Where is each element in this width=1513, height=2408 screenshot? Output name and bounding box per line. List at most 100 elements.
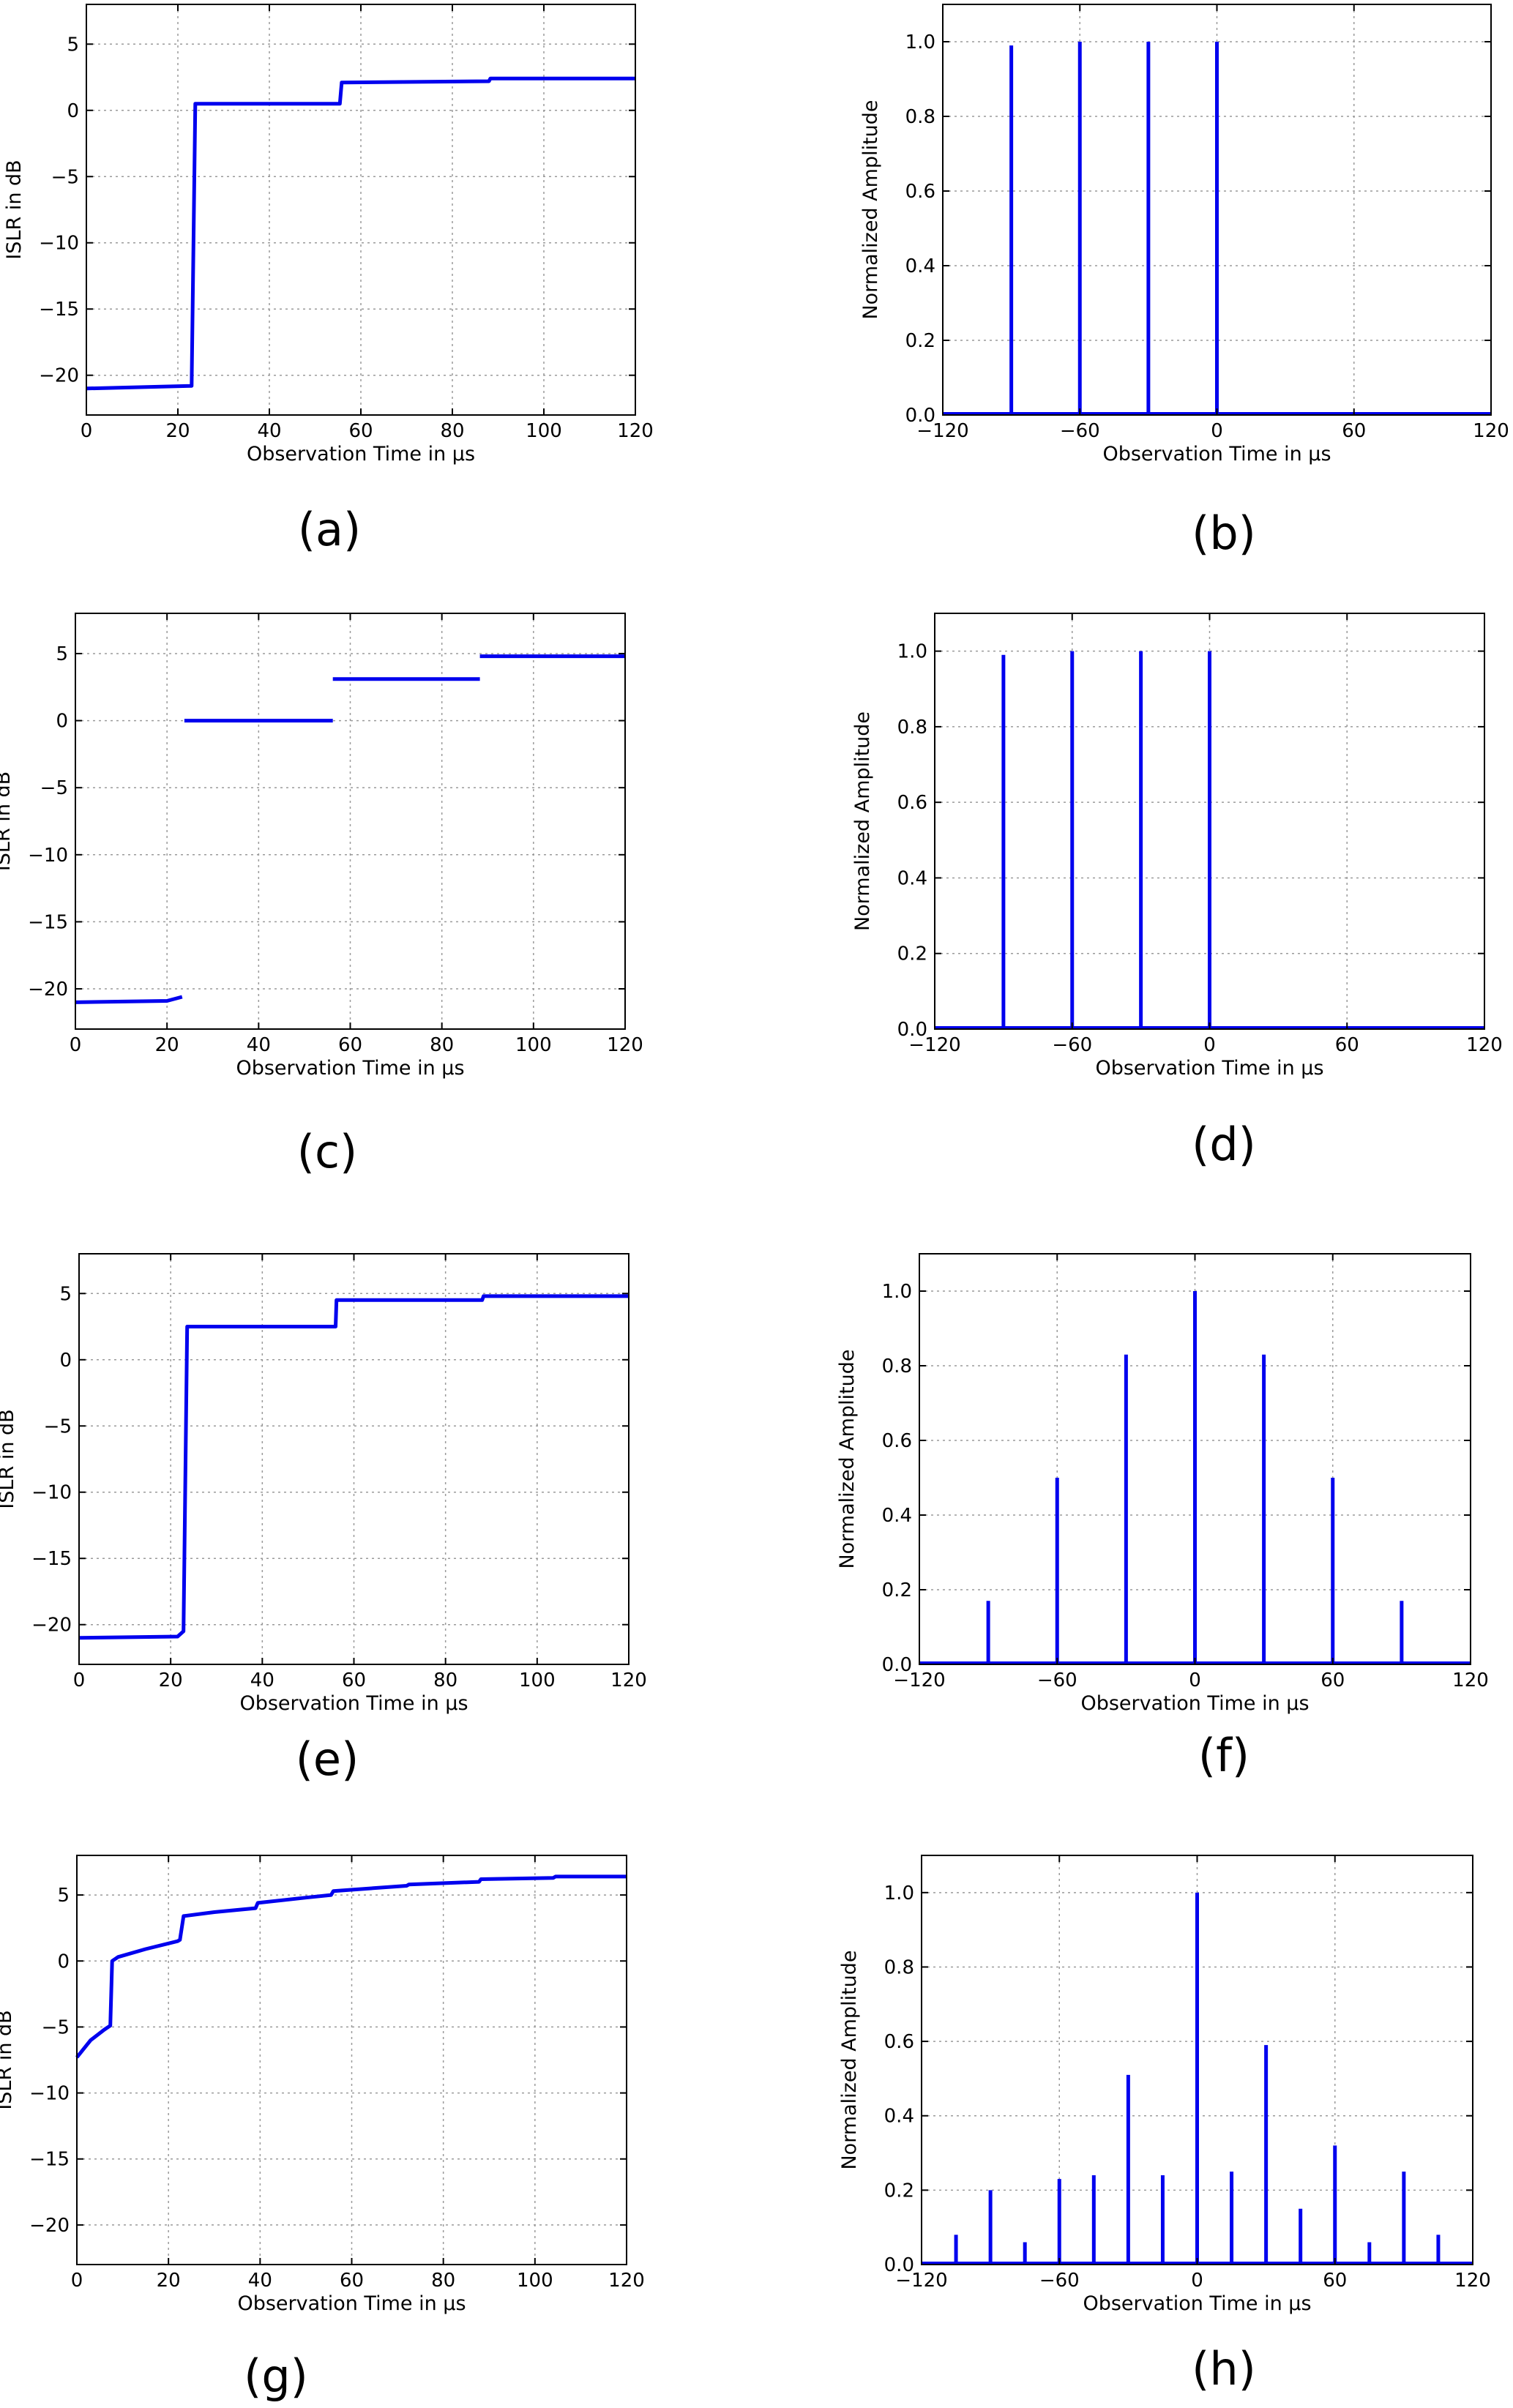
y-tick-label: −15 [31,1548,72,1570]
x-tick-label: 40 [250,1669,274,1691]
y-tick-label: 5 [67,34,79,56]
y-tick-label: 1.0 [884,1882,914,1904]
y-tick-label: 0.0 [897,1019,927,1041]
chart-panel-c: 0 20 40 60 80 100 120 −20 −15 −10 −5 0 5 Observation … [0,613,643,1178]
x-tick-label: 120 [1454,2270,1491,2292]
x-axis-label: Observation Time in μs [237,2292,466,2315]
x-tick-label: 120 [617,420,654,442]
x-axis-label: Observation Time in μs [247,443,475,465]
x-tick-label: 20 [155,1034,179,1056]
x-tick-label: 20 [159,1669,183,1691]
x-tick-label: 60 [1320,1669,1345,1691]
y-tick-label: 0.4 [897,867,927,889]
chart-panel-a: 0 20 40 60 80 100 120 −20 −15 −10 −5 0 5 Observation … [3,4,654,556]
x-tick-label: −60 [1039,2270,1080,2292]
x-tick-label: −120 [916,420,968,442]
x-tick-label: −60 [1060,420,1100,442]
x-tick-label: 120 [610,1669,647,1691]
y-tick-label: 0.4 [905,255,935,277]
y-tick-label: 5 [56,643,68,665]
y-tick-label: 1.0 [882,1281,912,1303]
x-tick-label: 80 [430,1034,454,1056]
x-tick-label: 40 [257,420,281,442]
x-axis-label: Observation Time in μs [1083,2292,1311,2315]
x-tick-label: 0 [70,1034,82,1056]
chart-panel-b: −120 −60 0 60 120 0.0 0.2 0.4 0.6 0.8 1.0 Observati… [859,4,1509,560]
panel-caption: (g) [244,2349,308,2403]
x-tick-label: 120 [607,1034,643,1056]
x-axis-label: Observation Time in μs [236,1057,464,1080]
x-tick-label: 0 [73,1669,86,1691]
panel-caption: (e) [296,1732,359,1786]
x-tick-label: 40 [247,1034,271,1056]
y-tick-label: −20 [31,1615,72,1637]
chart-panel-d: −120 −60 0 60 120 0.0 0.2 0.4 0.6 0.8 1.0 Observati… [851,613,1503,1171]
chart-panel-g: 0 20 40 60 80 100 120 −20 −15 −10 −5 0 5 Observation … [0,1855,645,2403]
x-tick-label: 60 [1323,2270,1347,2292]
y-tick-label: 1.0 [905,31,935,53]
y-tick-label: 0.6 [905,181,935,203]
x-tick-label: 60 [338,1034,362,1056]
y-tick-label: −10 [39,233,79,255]
x-tick-label: 60 [342,1669,366,1691]
y-axis-label: Normalized Amplitude [859,100,882,319]
x-tick-label: 0 [1203,1034,1216,1056]
x-tick-label: 100 [515,1034,552,1056]
y-tick-label: 0.0 [905,405,935,427]
y-tick-label: 5 [59,1283,72,1305]
x-axis-label: Observation Time in μs [1080,1692,1309,1715]
y-tick-label: −5 [51,166,79,188]
y-axis-label: Normalized Amplitude [836,1349,859,1568]
y-tick-label: 0.2 [882,1579,912,1601]
y-tick-label: −20 [39,365,79,387]
y-tick-label: −20 [28,979,68,1001]
x-axis-label: Observation Time in μs [1095,1057,1323,1080]
chart-panel-f: −120 −60 0 60 120 0.0 0.2 0.4 0.6 0.8 1.0 Observati… [836,1253,1489,1782]
x-tick-label: −120 [908,1034,960,1056]
y-tick-label: 0.4 [882,1505,912,1527]
x-tick-label: −120 [893,1669,945,1691]
y-tick-label: 0.4 [884,2106,914,2128]
y-tick-label: −15 [29,2149,70,2171]
y-tick-label: 0.6 [884,2031,914,2053]
panel-caption: (h) [1192,2342,1256,2396]
y-tick-label: 0.8 [897,717,927,739]
y-tick-label: 0 [56,711,68,733]
x-tick-label: 80 [431,2270,455,2292]
y-tick-label: 0 [57,1951,70,1973]
y-tick-label: −10 [28,845,68,867]
y-axis-label: ISLR in dB [3,160,26,259]
x-tick-label: 0 [1211,420,1223,442]
y-tick-label: 0.2 [884,2180,914,2202]
x-tick-label: 60 [340,2270,364,2292]
y-axis-label: ISLR in dB [0,2010,16,2109]
y-tick-label: −10 [29,2083,70,2105]
y-tick-label: −15 [28,911,68,933]
panel-caption: (f) [1198,1729,1249,1782]
x-tick-label: 60 [1342,420,1366,442]
x-axis-label: Observation Time in μs [239,1692,468,1715]
y-tick-label: −5 [40,777,68,799]
y-tick-label: 0.2 [905,330,935,352]
x-tick-label: 0 [1191,2270,1203,2292]
y-tick-label: 1.0 [897,641,927,663]
x-tick-label: 120 [1473,420,1509,442]
y-axis-label: Normalized Amplitude [838,1950,861,2169]
panel-caption: (b) [1192,506,1256,560]
x-tick-label: 20 [165,420,190,442]
y-tick-label: −20 [29,2215,70,2237]
series-line [78,1294,629,1640]
x-tick-label: 120 [1466,1034,1503,1056]
x-tick-label: 0 [71,2270,83,2292]
x-tick-label: 20 [157,2270,181,2292]
y-axis-label: ISLR in dB [0,1409,18,1508]
chart-panel-e: 0 20 40 60 80 100 120 −20 −15 −10 −5 0 5 Observation … [0,1253,647,1786]
y-tick-label: 0.8 [905,106,935,128]
x-tick-label: 0 [1189,1669,1201,1691]
y-tick-label: 0.8 [884,1956,914,1978]
y-tick-label: 5 [57,1885,70,1907]
y-tick-label: 0.0 [884,2254,914,2276]
x-tick-label: 100 [519,1669,556,1691]
y-tick-label: −10 [31,1482,72,1504]
